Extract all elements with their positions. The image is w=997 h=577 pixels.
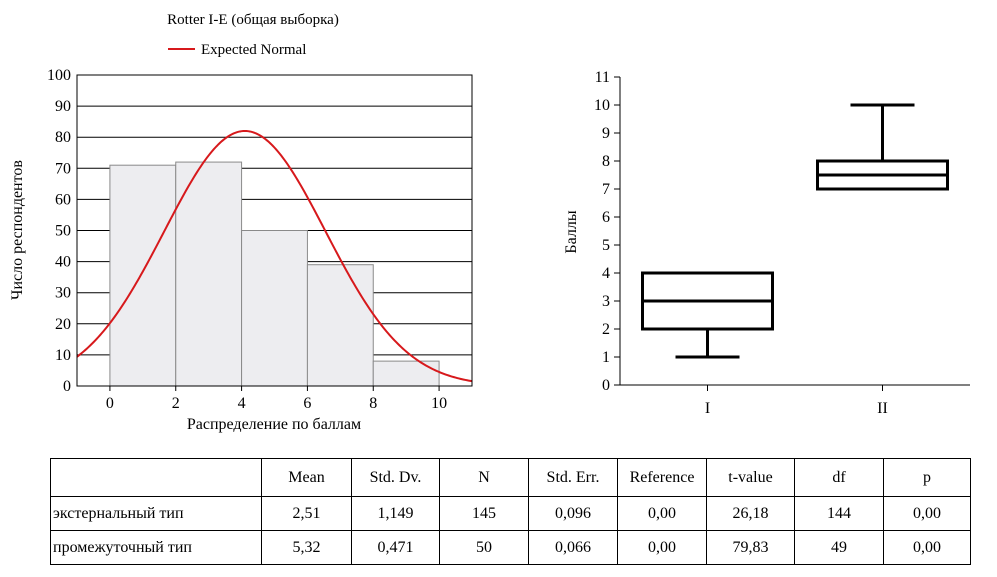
normal-curve bbox=[76, 129, 473, 383]
y-tick-label: 9 bbox=[602, 125, 610, 142]
table-cell: промежуточный тип bbox=[50, 530, 262, 565]
histogram-bar bbox=[306, 264, 374, 387]
y-tick-label: 7 bbox=[602, 181, 610, 198]
histogram-x-ticks: 0 2 4 6 8 10 bbox=[106, 386, 447, 412]
header-cell: t-value bbox=[706, 458, 795, 497]
table-cell: 50 bbox=[439, 530, 529, 565]
histogram-x-axis-label: Распределение по баллам bbox=[187, 416, 361, 433]
table-cell: 0,471 bbox=[351, 530, 440, 565]
y-tick-label: 30 bbox=[55, 285, 71, 302]
y-tick-label: 11 bbox=[595, 69, 610, 86]
y-tick-label: 3 bbox=[602, 293, 610, 310]
table-cell: экстернальный тип bbox=[50, 496, 262, 531]
x-tick-label: 4 bbox=[238, 395, 246, 412]
box-plot-y-axis-label: Баллы bbox=[563, 210, 580, 253]
y-tick-label: 4 bbox=[602, 265, 610, 282]
y-tick-label: 90 bbox=[55, 98, 71, 115]
table-cell: 0,00 bbox=[617, 496, 707, 531]
table-row: экстернальный тип 2,51 1,149 145 0,096 0… bbox=[50, 496, 971, 531]
y-tick-label: 60 bbox=[55, 191, 71, 208]
histogram-chart: Rotter I-E (общая выборка) Expected Norm… bbox=[9, 12, 473, 433]
histogram-bar bbox=[241, 230, 308, 387]
x-tick-label: 2 bbox=[172, 395, 180, 412]
y-tick-label: 10 bbox=[55, 347, 71, 364]
header-cell: Std. Dv. bbox=[351, 458, 440, 497]
x-tick-label: I bbox=[705, 400, 710, 417]
box-plot-y-ticks: 0 1 2 3 4 5 6 7 8 9 10 11 bbox=[594, 69, 620, 394]
header-cell: Reference bbox=[617, 458, 707, 497]
y-tick-label: 70 bbox=[55, 160, 71, 177]
header-cell bbox=[50, 458, 262, 497]
table-header-row: Mean Std. Dv. N Std. Err. Reference t-va… bbox=[50, 458, 971, 497]
header-cell: p bbox=[883, 458, 971, 497]
box-plot-x-ticks: I II bbox=[705, 385, 888, 417]
y-tick-label: 100 bbox=[47, 67, 71, 84]
table-cell: 79,83 bbox=[706, 530, 795, 565]
histogram-y-axis-label: Число респондентов bbox=[9, 160, 26, 300]
statistics-table: Mean Std. Dv. N Std. Err. Reference t-va… bbox=[50, 458, 971, 565]
histogram-plot-frame bbox=[76, 74, 473, 387]
box-II bbox=[816, 103, 949, 191]
histogram-bar bbox=[372, 360, 440, 387]
table-cell: 0,00 bbox=[883, 496, 971, 531]
y-tick-label: 50 bbox=[55, 223, 71, 240]
y-tick-label: 40 bbox=[55, 254, 71, 271]
table-cell: 0,096 bbox=[528, 496, 618, 531]
x-tick-label: 10 bbox=[431, 395, 447, 412]
y-tick-label: 8 bbox=[602, 153, 610, 170]
table-row: промежуточный тип 5,32 0,471 50 0,066 0,… bbox=[50, 530, 971, 565]
x-tick-label: 0 bbox=[106, 395, 114, 412]
table-cell: 145 bbox=[439, 496, 529, 531]
y-tick-label: 0 bbox=[63, 378, 71, 395]
y-tick-label: 20 bbox=[55, 316, 71, 333]
legend-entry: Expected Normal bbox=[201, 42, 306, 58]
y-tick-label: 6 bbox=[602, 209, 610, 226]
table-cell: 0,00 bbox=[883, 530, 971, 565]
y-tick-label: 10 bbox=[594, 97, 610, 114]
histogram-y-ticks: 0 10 20 30 40 50 60 70 80 90 100 bbox=[47, 67, 71, 395]
table-cell: 0,066 bbox=[528, 530, 618, 565]
histogram-bars bbox=[109, 161, 440, 387]
table-cell: 5,32 bbox=[261, 530, 352, 565]
y-tick-label: 2 bbox=[602, 321, 610, 338]
table-cell: 0,00 bbox=[617, 530, 707, 565]
header-cell: N bbox=[439, 458, 529, 497]
y-tick-label: 80 bbox=[55, 129, 71, 146]
header-cell: Std. Err. bbox=[528, 458, 618, 497]
table-cell: 2,51 bbox=[261, 496, 352, 531]
y-tick-label: 1 bbox=[602, 349, 610, 366]
histogram-bar bbox=[109, 164, 177, 387]
y-tick-label: 0 bbox=[602, 377, 610, 394]
histogram-title: Rotter I-E (общая выборка) bbox=[167, 12, 339, 28]
table-cell: 26,18 bbox=[706, 496, 795, 531]
x-tick-label: 6 bbox=[303, 395, 311, 412]
table-cell: 49 bbox=[794, 530, 884, 565]
header-cell: Mean bbox=[261, 458, 352, 497]
x-tick-label: 8 bbox=[369, 395, 377, 412]
x-tick-label: II bbox=[877, 400, 888, 417]
table-cell: 1,149 bbox=[351, 496, 440, 531]
histogram-bar bbox=[175, 161, 243, 387]
header-cell: df bbox=[794, 458, 884, 497]
y-tick-label: 5 bbox=[602, 237, 610, 254]
box-plot-axes bbox=[619, 77, 970, 386]
box-I bbox=[641, 271, 774, 359]
box-plot-boxes bbox=[641, 103, 949, 359]
table-cell: 144 bbox=[794, 496, 884, 531]
